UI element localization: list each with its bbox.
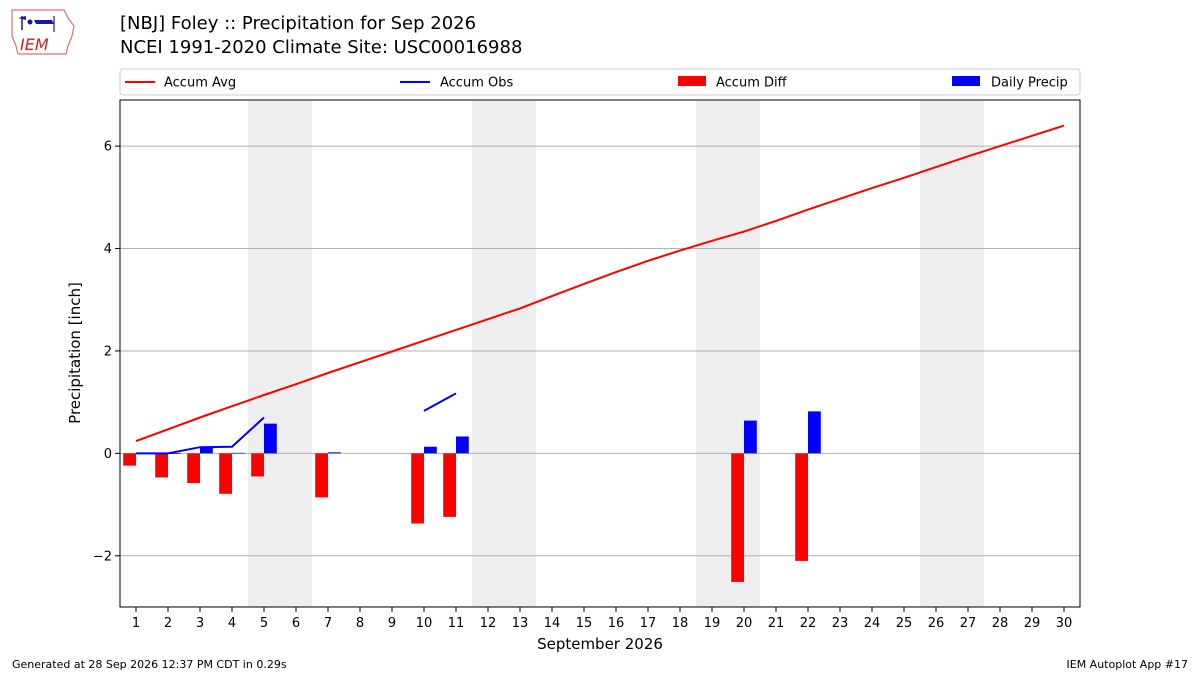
x-axis: 1 2 3 4 5 6 7 8 9 10 11 12 13 14 15 16 17 18 19 20 21 22 23 24 2…: [132, 607, 1072, 631]
x-tick-label: 4: [228, 616, 236, 631]
accum-diff-bar-1: [123, 453, 136, 466]
legend-swatch-accum-diff: [678, 76, 706, 86]
accum-diff-bar-4: [219, 453, 232, 494]
weekend-band-1: [248, 100, 312, 607]
y-axis-label: Precipitation [inch]: [66, 282, 84, 424]
accum-diff-bar-20: [731, 453, 744, 582]
x-tick-label: 3: [196, 616, 204, 631]
x-tick-label: 29: [1024, 616, 1041, 631]
daily-precip-bar-11: [456, 436, 469, 454]
x-axis-label: September 2026: [537, 635, 663, 653]
legend: Accum Avg Accum Obs Accum Diff Daily Pre…: [119, 68, 1081, 96]
accum-obs-line-1: [136, 416, 265, 455]
x-tick-label: 18: [672, 616, 689, 631]
x-tick-label: 14: [544, 616, 561, 631]
accum-diff-bar-22: [795, 453, 808, 561]
daily-precip-bar-3: [200, 447, 213, 454]
legend-label-accum-obs: Accum Obs: [440, 76, 513, 91]
x-tick-label: 6: [292, 616, 300, 631]
x-tick-label: 21: [768, 616, 785, 631]
weekend-shading-layer: [248, 100, 984, 607]
x-tick-label: 19: [704, 616, 721, 631]
x-tick-label: 26: [928, 616, 945, 631]
weekend-band-3: [696, 100, 760, 607]
y-tick-label: 6: [104, 140, 112, 155]
x-tick-label: 11: [448, 616, 465, 631]
chart-title: [NBJ] Foley :: Precipitation for Sep 202…: [120, 13, 477, 34]
iem-logo: IEM: [8, 6, 80, 58]
x-tick-label: 27: [960, 616, 977, 631]
daily-precip-bar-10: [424, 446, 437, 454]
chart-subtitle: NCEI 1991-2020 Climate Site: USC00016988: [120, 37, 523, 58]
x-tick-label: 24: [864, 616, 881, 631]
daily-precip-bar-20: [744, 420, 757, 454]
x-tick-label: 12: [480, 616, 497, 631]
x-tick-label: 20: [736, 616, 753, 631]
daily-precip-bar-7: [328, 452, 341, 454]
accum-avg-line-1: [135, 124, 1065, 443]
x-tick-label: 1: [132, 616, 140, 631]
accum-diff-bar-5: [251, 453, 264, 477]
x-tick-label: 15: [576, 616, 593, 631]
bar-layer: [123, 411, 821, 582]
x-tick-label: 23: [832, 616, 849, 631]
y-tick-label: 0: [104, 447, 112, 462]
app-label: IEM Autoplot App #17: [1066, 658, 1189, 671]
accum-diff-bar-2: [155, 453, 168, 478]
line-layer: [135, 124, 1065, 455]
y-axis: −2 0 2 4 6: [93, 140, 120, 564]
legend-label-accum-avg: Accum Avg: [164, 76, 236, 91]
iem-logo-graphic: IEM: [11, 9, 75, 55]
x-tick-label: 2: [164, 616, 172, 631]
x-tick-label: 8: [356, 616, 364, 631]
legend-label-daily-precip: Daily Precip: [991, 76, 1068, 91]
iem-logo-text: IEM: [20, 35, 49, 54]
y-tick-label: 2: [104, 344, 112, 359]
daily-precip-bar-2: [168, 453, 181, 454]
daily-precip-bar-4: [232, 452, 245, 454]
x-tick-label: 22: [800, 616, 817, 631]
x-tick-label: 25: [896, 616, 913, 631]
accum-obs-line-2: [423, 392, 457, 412]
x-tick-label: 13: [512, 616, 529, 631]
accum-diff-bar-11: [443, 453, 456, 517]
plot-frame: [119, 99, 1081, 608]
daily-precip-bar-5: [264, 423, 277, 454]
x-tick-label: 28: [992, 616, 1009, 631]
generated-timestamp: Generated at 28 Sep 2026 12:37 PM CDT in…: [12, 658, 287, 671]
daily-precip-bar-22: [808, 411, 821, 454]
legend-label-accum-diff: Accum Diff: [716, 76, 788, 91]
accum-diff-bar-7: [315, 453, 328, 498]
x-tick-label: 5: [260, 616, 268, 631]
x-tick-label: 7: [324, 616, 332, 631]
accum-diff-bar-10: [411, 453, 424, 524]
legend-frame: [119, 68, 1081, 96]
accum-diff-bar-3: [187, 453, 200, 484]
x-tick-label: 30: [1056, 616, 1073, 631]
grid-layer: [120, 145, 1080, 557]
legend-swatch-daily-precip: [952, 76, 980, 86]
x-tick-label: 17: [640, 616, 657, 631]
weekend-band-2: [472, 100, 536, 607]
x-tick-label: 16: [608, 616, 625, 631]
x-tick-label: 9: [388, 616, 396, 631]
y-tick-label: 4: [104, 242, 112, 257]
weekend-band-4: [920, 100, 984, 607]
y-tick-label: −2: [93, 549, 112, 564]
x-tick-label: 10: [416, 616, 433, 631]
